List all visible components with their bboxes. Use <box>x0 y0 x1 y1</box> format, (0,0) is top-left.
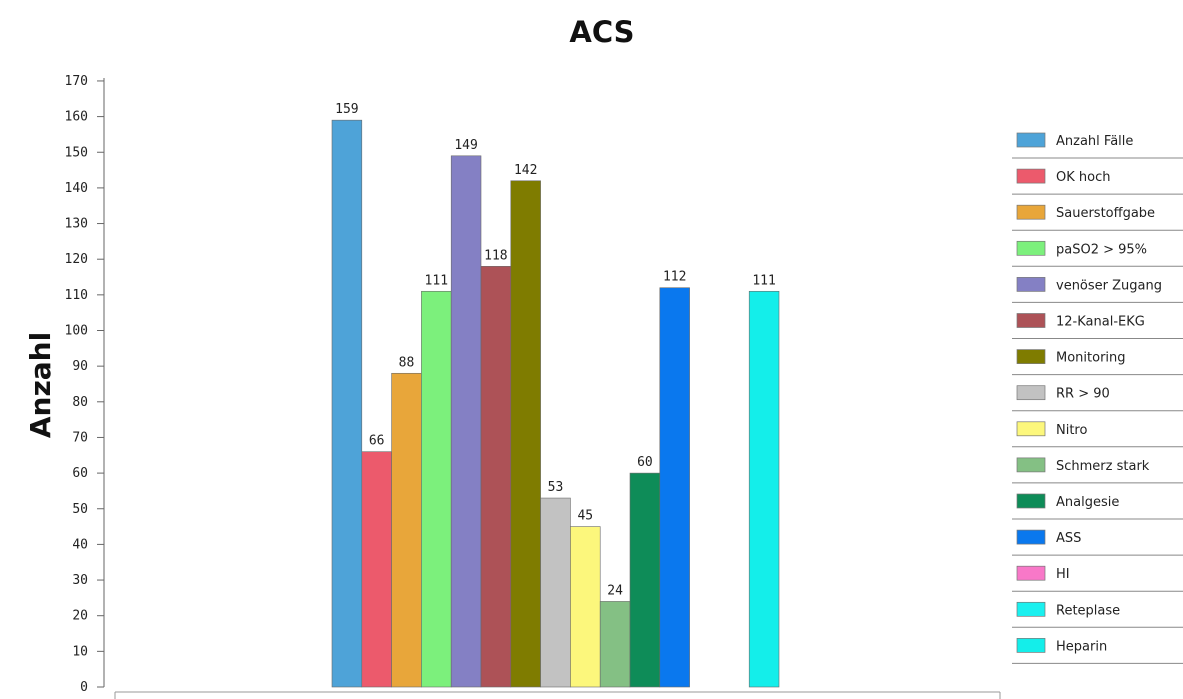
legend-item: Schmerz stark <box>1012 457 1183 484</box>
legend-swatch <box>1016 493 1046 509</box>
y-tick-label: 170 <box>65 74 88 89</box>
bars-group <box>331 119 780 688</box>
legend-swatch <box>1016 601 1046 617</box>
legend-label: Nitro <box>1056 423 1087 438</box>
legend-swatch <box>1016 277 1046 292</box>
y-tick-label: 130 <box>65 217 88 232</box>
y-tick-label: 100 <box>65 324 88 339</box>
legend-item: Sauerstoffgabe <box>1012 204 1183 231</box>
y-tick-label: 120 <box>65 252 88 267</box>
legend-label: 12-Kanal-EKG <box>1056 315 1145 330</box>
legend-item: RR > 90 <box>1012 385 1183 412</box>
y-tick-label: 0 <box>80 680 88 695</box>
bar-data-label: 53 <box>548 480 564 495</box>
bar <box>748 290 780 688</box>
legend-label: paSO2 > 95% <box>1056 242 1147 257</box>
legend-swatch <box>1016 457 1046 473</box>
y-tick-label: 70 <box>72 430 88 445</box>
bar <box>361 451 392 688</box>
bar <box>629 472 661 688</box>
legend-item: HI <box>1012 565 1183 592</box>
y-tick-label: 60 <box>72 466 88 481</box>
legend-label: Anzahl Fälle <box>1056 134 1133 149</box>
legend-label: Sauerstoffgabe <box>1056 206 1155 221</box>
bar <box>599 601 631 688</box>
legend-item: 12-Kanal-EKG <box>1012 313 1183 339</box>
legend-label: HI <box>1056 567 1070 582</box>
bar <box>450 155 482 688</box>
legend-item: Heparin <box>1012 638 1183 664</box>
legend-swatch <box>1016 421 1046 437</box>
legend-swatch <box>1016 204 1046 220</box>
legend-swatch <box>1016 638 1046 653</box>
bar-data-label: 159 <box>335 102 358 117</box>
y-tick-label: 50 <box>72 502 88 517</box>
data-labels-group: 159 66 88 111 149 118 142 53 45 24 60 112 111 <box>335 102 776 598</box>
bar-data-label: 111 <box>752 273 775 288</box>
legend-swatch <box>1016 132 1046 148</box>
x-axis <box>114 691 1001 699</box>
legend-label: ASS <box>1056 531 1081 546</box>
legend-label: OK hoch <box>1056 170 1110 185</box>
legend-item: Analgesie <box>1012 493 1183 520</box>
bar-data-label: 24 <box>607 583 623 598</box>
y-tick-label: 160 <box>65 110 88 125</box>
legend-item: ASS <box>1012 529 1183 556</box>
legend-item: Reteplase <box>1012 601 1183 628</box>
bar <box>480 266 512 688</box>
chart-title: ACS <box>569 15 634 49</box>
bar <box>510 180 541 688</box>
bar-data-label: 60 <box>637 455 653 470</box>
y-axis: 0 10 20 30 40 50 60 70 80 90 100 110 120 130 140 150 160… <box>65 74 105 695</box>
y-tick-label: 140 <box>65 181 88 196</box>
legend-label: Schmerz stark <box>1056 459 1150 474</box>
bar-data-label: 142 <box>514 163 537 178</box>
bar-data-label: 149 <box>454 138 477 153</box>
bar <box>540 497 571 688</box>
legend-item: OK hoch <box>1012 168 1183 195</box>
legend-label: Analgesie <box>1056 495 1119 510</box>
legend-swatch <box>1016 565 1046 581</box>
legend-label: Reteplase <box>1056 603 1120 618</box>
y-tick-label: 80 <box>72 395 88 410</box>
bar <box>570 526 601 688</box>
bar <box>331 119 363 688</box>
legend-swatch <box>1016 168 1046 184</box>
bar-data-label: 88 <box>399 355 415 370</box>
y-tick-label: 40 <box>72 537 88 552</box>
bar-data-label: 112 <box>663 270 686 285</box>
bar-data-label: 66 <box>369 434 385 449</box>
legend-swatch <box>1016 313 1046 328</box>
y-tick-label: 90 <box>72 359 88 374</box>
legend: Anzahl Fälle OK hoch Sauerstoffgabe paSO2 >… <box>1012 132 1183 664</box>
bar <box>659 287 690 688</box>
legend-item: Nitro <box>1012 421 1183 448</box>
y-tick-label: 30 <box>72 573 88 588</box>
legend-label: Heparin <box>1056 639 1107 654</box>
bar-data-label: 45 <box>577 509 593 524</box>
bar <box>421 290 452 688</box>
y-tick-label: 20 <box>72 609 88 624</box>
bar-data-label: 118 <box>484 248 507 263</box>
bar-data-label: 111 <box>425 273 448 288</box>
legend-swatch <box>1016 529 1046 545</box>
y-tick-label: 150 <box>65 145 88 160</box>
legend-swatch <box>1016 385 1046 401</box>
legend-label: venöser Zugang <box>1056 278 1162 293</box>
y-tick-label: 10 <box>72 644 88 659</box>
legend-swatch <box>1016 240 1046 256</box>
y-axis-label: Anzahl <box>24 332 57 438</box>
y-tick-label: 110 <box>65 288 88 303</box>
legend-swatch <box>1016 349 1046 364</box>
legend-item: paSO2 > 95% <box>1012 240 1183 267</box>
legend-label: Monitoring <box>1056 351 1126 366</box>
bar <box>391 372 422 688</box>
legend-item: Anzahl Fälle <box>1012 132 1183 159</box>
legend-label: RR > 90 <box>1056 387 1110 402</box>
legend-item: Monitoring <box>1012 349 1183 376</box>
legend-item: venöser Zugang <box>1012 277 1183 303</box>
